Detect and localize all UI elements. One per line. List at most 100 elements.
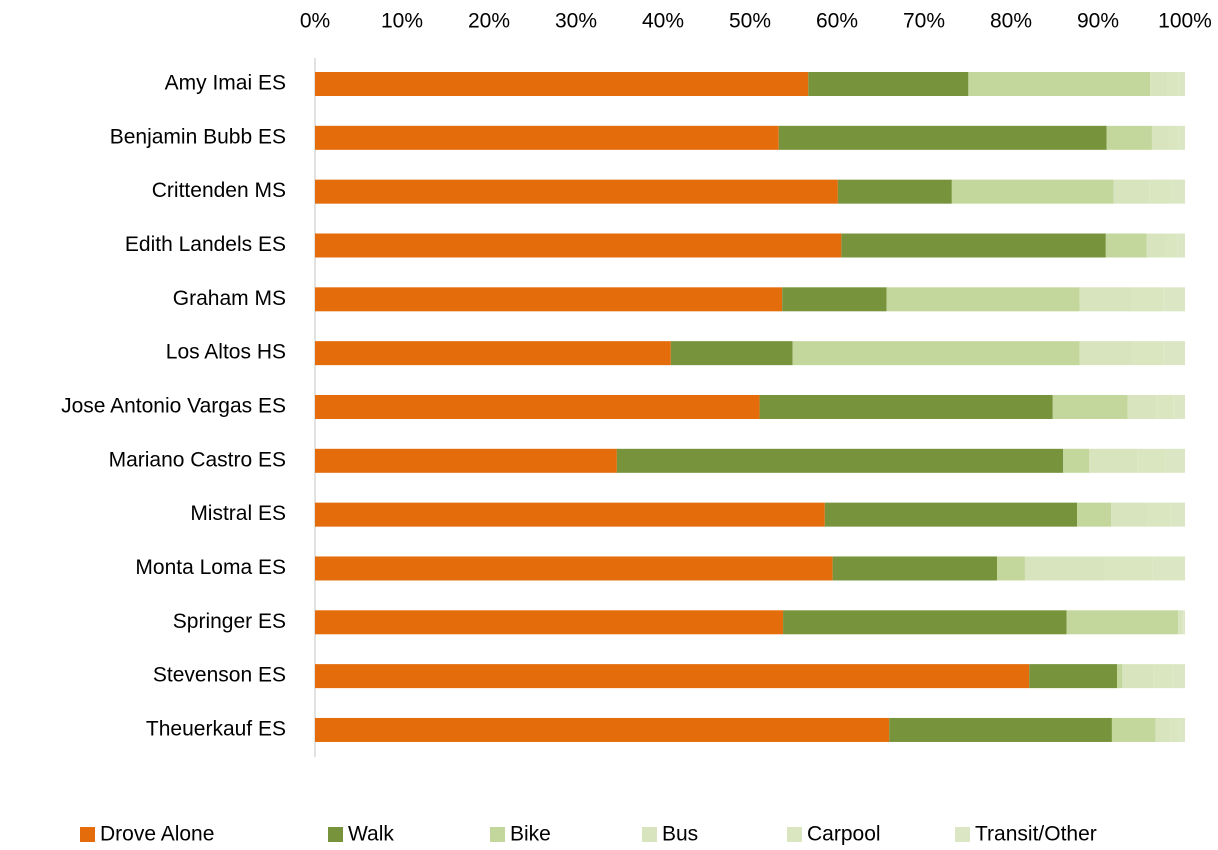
legend-label: Walk — [348, 823, 394, 846]
legend-label: Drove Alone — [100, 823, 214, 846]
bar-segment — [1111, 502, 1148, 527]
bar-segment — [1170, 717, 1179, 742]
bar-segment — [1024, 556, 1105, 581]
bar-segment — [315, 556, 833, 581]
bar-segment — [792, 341, 1080, 366]
legend-swatch — [787, 827, 802, 842]
bar-segment — [1183, 610, 1185, 635]
x-tick-label: 100% — [1158, 10, 1212, 33]
bar-segment — [886, 287, 1080, 312]
bar-segment — [315, 72, 809, 96]
bar-segment — [1105, 233, 1147, 258]
bar-segment — [616, 448, 1064, 473]
bar-segment — [1178, 717, 1185, 742]
y-tick-label: Theuerkauf ES — [146, 718, 286, 741]
y-tick-label: Amy Imai ES — [165, 72, 286, 95]
x-tick-label: 70% — [903, 10, 945, 33]
y-tick-label: Los Altos HS — [166, 341, 286, 364]
legend-label: Carpool — [807, 823, 881, 846]
x-tick-label: 50% — [729, 10, 771, 33]
bar-segment — [1149, 179, 1172, 204]
y-tick-label: Crittenden MS — [152, 179, 286, 202]
bar-segment — [315, 717, 890, 742]
bar-segment — [1152, 556, 1185, 581]
bar-segment — [1117, 664, 1123, 689]
bar-segment — [1167, 72, 1179, 96]
bar-segment — [1165, 233, 1178, 258]
bar-segment — [1155, 717, 1171, 742]
y-tick-label: Monta Loma ES — [135, 556, 286, 579]
bar-segment — [315, 502, 825, 527]
bar-segment — [1178, 72, 1185, 96]
x-tick-label: 0% — [300, 10, 330, 33]
bar-segment — [1104, 556, 1153, 581]
bar-segment — [1146, 233, 1166, 258]
legend-swatch — [80, 827, 95, 842]
bar-segment — [1147, 502, 1171, 527]
y-tick-label: Graham MS — [173, 287, 286, 310]
legend-label: Bus — [662, 823, 698, 846]
bar-segment — [315, 341, 671, 366]
y-tick-label: Edith Landels ES — [125, 233, 286, 256]
legend-swatch — [490, 827, 505, 842]
bar-segment — [968, 72, 1151, 96]
bar-segment — [1172, 664, 1185, 689]
bar-segment — [1131, 341, 1164, 366]
legend-swatch — [955, 827, 970, 842]
bar-segment — [778, 125, 1107, 150]
bar-segment — [808, 72, 969, 96]
x-tick-label: 20% — [468, 10, 510, 33]
bar-segment — [315, 448, 617, 473]
bar-segment — [951, 179, 1114, 204]
bar-segment — [1178, 610, 1182, 635]
bar-segment — [832, 556, 998, 581]
bar-segment — [783, 610, 1067, 635]
bar-segment — [315, 233, 842, 258]
bar-segment — [1163, 287, 1185, 312]
x-tick-label: 90% — [1077, 10, 1119, 33]
bar-segment — [1170, 502, 1185, 527]
bar-segment — [889, 717, 1112, 742]
bar-segment — [1122, 664, 1154, 689]
legend-swatch — [642, 827, 657, 842]
bar-segment — [1181, 610, 1184, 635]
bar-segment — [1150, 72, 1168, 96]
bar-segment — [1111, 717, 1156, 742]
bar-segment — [1168, 125, 1179, 150]
bar-segment — [1137, 448, 1166, 473]
bar-segment — [1113, 179, 1150, 204]
bar-segment — [1165, 448, 1185, 473]
bar-segment — [1106, 125, 1152, 150]
x-tick-label: 40% — [642, 10, 684, 33]
legend-swatch — [328, 827, 343, 842]
y-tick-label: Benjamin Bubb ES — [110, 125, 286, 148]
bar-segment — [1173, 394, 1185, 419]
bar-segment — [315, 664, 1030, 689]
bar-segment — [1079, 287, 1132, 312]
bar-segment — [315, 394, 760, 419]
bar-segment — [670, 341, 793, 366]
y-tick-label: Mistral ES — [190, 502, 286, 525]
bar-segment — [1151, 125, 1169, 150]
bar-segment — [1063, 448, 1090, 473]
bar-segment — [1171, 179, 1185, 204]
bar-segment — [1077, 502, 1112, 527]
x-tick-label: 80% — [990, 10, 1032, 33]
bar-segment — [315, 125, 779, 150]
legend-label: Transit/Other — [975, 823, 1097, 846]
y-tick-label: Springer ES — [173, 610, 286, 633]
bar-segment — [315, 179, 838, 204]
bar-segment — [824, 502, 1078, 527]
bar-segment — [1131, 287, 1164, 312]
bar-segment — [837, 179, 952, 204]
bar-segment — [1178, 125, 1185, 150]
bar-segment — [1052, 394, 1128, 419]
bar-segment — [997, 556, 1025, 581]
bar-segment — [841, 233, 1106, 258]
bar-segment — [1127, 394, 1157, 419]
bar-segment — [782, 287, 887, 312]
legend-label: Bike — [510, 823, 551, 846]
bar-segment — [1066, 610, 1179, 635]
x-tick-label: 30% — [555, 10, 597, 33]
